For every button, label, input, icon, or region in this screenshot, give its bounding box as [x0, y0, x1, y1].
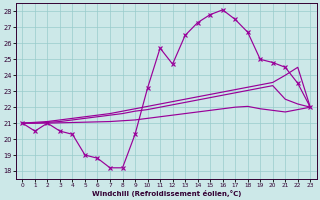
X-axis label: Windchill (Refroidissement éolien,°C): Windchill (Refroidissement éolien,°C) [92, 190, 241, 197]
